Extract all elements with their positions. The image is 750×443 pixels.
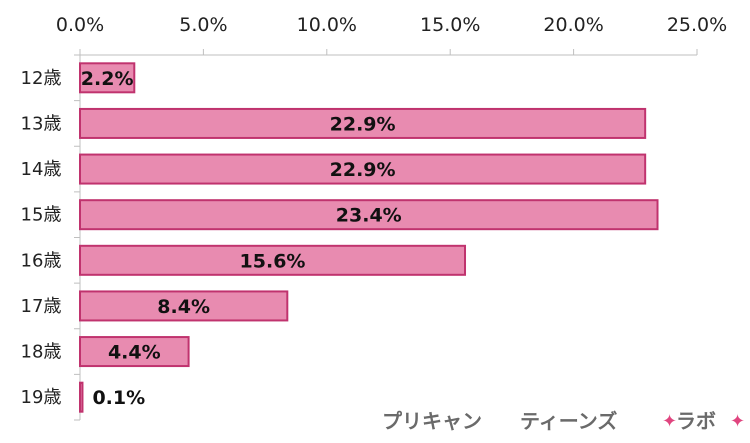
star-icon: ✦ — [662, 411, 677, 432]
bar — [79, 62, 136, 94]
category-label: 19歳 — [21, 387, 62, 408]
bar — [79, 153, 647, 185]
category-label: 12歳 — [21, 68, 62, 89]
x-tick-labels: 0.0% 5.0% 10.0% 15.0% 20.0% 25.0% — [56, 14, 727, 36]
bar — [79, 381, 84, 413]
bar — [79, 336, 190, 368]
x-tick-label: 20.0% — [543, 14, 603, 36]
logo-text-1: プリキャン — [382, 409, 482, 433]
x-tick-label: 5.0% — [179, 14, 227, 36]
data-label: 22.9% — [330, 113, 396, 135]
logo-text-3: ラボ — [676, 409, 716, 433]
x-tick-label: 25.0% — [667, 14, 727, 36]
x-tick-label: 0.0% — [56, 14, 104, 36]
bar — [79, 244, 467, 276]
category-label: 14歳 — [21, 159, 62, 180]
category-label: 13歳 — [21, 113, 62, 134]
x-tick-label: 15.0% — [420, 14, 480, 36]
category-label: 18歳 — [21, 342, 62, 363]
category-labels: 12歳 13歳 14歳 15歳 16歳 17歳 18歳 19歳 — [21, 68, 62, 408]
data-label: 22.9% — [330, 159, 396, 181]
data-label: 8.4% — [157, 296, 210, 318]
category-label: 15歳 — [21, 205, 62, 226]
data-label: 2.2% — [81, 68, 134, 90]
data-labels: 2.2% 22.9% 22.9% 23.4% 15.6% 8.4% 4.4% 0.1% — [81, 68, 402, 409]
bar — [79, 199, 659, 231]
bar — [79, 290, 289, 322]
x-tick-label: 10.0% — [297, 14, 357, 36]
star-icon: ✦ — [730, 411, 745, 432]
logo-text-2: ティーンズ — [520, 409, 617, 433]
bars — [79, 62, 659, 413]
data-label: 15.6% — [240, 250, 306, 272]
data-label: 23.4% — [336, 205, 402, 227]
category-label: 16歳 — [21, 250, 62, 271]
data-label: 4.4% — [108, 342, 161, 364]
watermark-logo: プリキャン ティーンズ ✦ ラボ ✦ — [382, 409, 745, 433]
category-label: 17歳 — [21, 296, 62, 317]
bar — [79, 107, 647, 139]
data-label: 0.1% — [92, 387, 145, 409]
